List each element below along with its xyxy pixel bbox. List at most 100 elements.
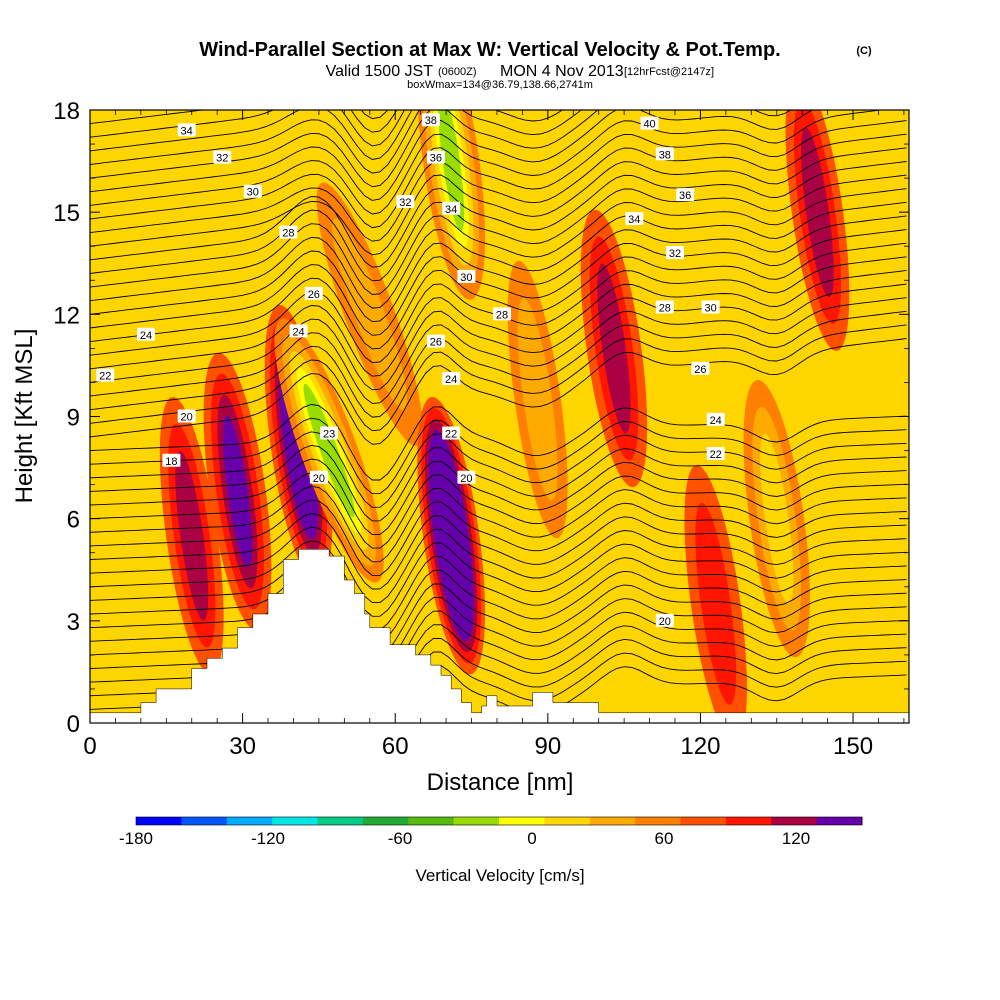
isentrope-line (90, 485, 907, 563)
isentrope-line (90, 215, 907, 323)
isentrope-line (90, 444, 907, 522)
isentrope-label-text: 40 (643, 119, 655, 131)
isentrope-label-text: 24 (710, 415, 722, 427)
isentrope-line (90, 458, 907, 535)
isentrope-label-text: 28 (282, 228, 294, 240)
isentrope-line (90, 110, 564, 160)
colorbar-swatch (816, 817, 863, 825)
isentrope-label-text: 23 (323, 429, 335, 441)
isentrope-line (90, 110, 405, 147)
isentrope-label-text: 30 (247, 187, 259, 199)
x-tick-label: 0 (83, 733, 96, 760)
colorbar-tick-label: -60 (388, 829, 413, 848)
isentrope-label: 28 (493, 307, 512, 321)
isentrope-label-text: 24 (292, 326, 304, 338)
isentrope-label-text: 34 (445, 204, 457, 216)
colorbar-tick-label: -180 (119, 829, 153, 848)
isentrope-line (90, 417, 907, 495)
colorbar-swatch (680, 817, 727, 825)
w-cell-updraft (203, 352, 272, 631)
valid-prefix: Valid 1500 JST (326, 63, 434, 80)
colorbar-swatch (771, 817, 818, 825)
isentrope-line (90, 110, 814, 201)
colorbar-swatch (499, 817, 545, 825)
w-contour (223, 415, 252, 568)
x-tick-label: 150 (833, 733, 873, 760)
colorbar-tick-label: 0 (527, 829, 536, 848)
isentrope-line (90, 269, 907, 377)
isentrope-label-text: 22 (99, 371, 111, 383)
isentrope-label-text: 34 (181, 125, 193, 137)
isentrope-label-text: 38 (659, 149, 671, 161)
chart-title: Wind-Parallel Section at Max W: Vertical… (199, 39, 780, 61)
isentrope-line (90, 242, 907, 350)
y-tick-label: 6 (67, 507, 80, 534)
w-contour (760, 433, 794, 604)
w-cell-downdraft (507, 260, 568, 539)
isentrope-label: 24 (136, 327, 155, 342)
w-contour (597, 263, 631, 434)
box-wmax-info: boxWmax=134@36.79,138.66,2741m (407, 79, 593, 91)
isentrope-label-text: 36 (679, 190, 691, 202)
isentrope-line (90, 120, 907, 229)
isentrope-line (90, 188, 907, 295)
colorbar-tick-label: 60 (655, 829, 674, 848)
colorbar-swatch (408, 817, 455, 825)
colorbar-swatch (272, 817, 318, 825)
isentrope-label: 20 (655, 613, 674, 628)
y-tick-label: 3 (67, 609, 80, 636)
isentrope-label: 18 (162, 453, 181, 468)
colorbar-swatch (725, 817, 772, 825)
terrain (90, 549, 909, 723)
isentrope-label-text: 18 (165, 456, 177, 468)
colorbar-swatch (136, 817, 182, 825)
isentrope-label-text: 26 (694, 364, 706, 376)
w-cell-updraft (417, 397, 486, 675)
y-tick-label: 9 (67, 405, 80, 432)
isentrope-line (90, 338, 907, 445)
x-tick-label: 60 (382, 733, 409, 760)
forecast-info: [12hrFcst@2147z] (624, 66, 714, 78)
isentrope-label-text: 28 (496, 309, 508, 321)
isentrope-line (90, 567, 907, 644)
isentrope-label: 34 (625, 211, 644, 226)
isentrope-label: 32 (666, 246, 684, 260)
isentrope-label: 38 (421, 113, 440, 127)
isentrope-line (90, 133, 907, 242)
isentrope-line (90, 283, 907, 391)
plot-area: 34 32 30 28 26 24 24 22 20 18 23 20 38 36 34 32 30 28 26 24… (90, 110, 909, 723)
isentrope-line (90, 174, 907, 282)
isentrope-line (90, 431, 907, 508)
isentrope-label: 28 (655, 300, 674, 315)
isentrope-label-text: 24 (445, 374, 457, 386)
isentrope-line (90, 310, 907, 418)
isentrope-line (90, 110, 582, 174)
isentrope-label: 34 (177, 123, 196, 137)
colorbar-swatch (544, 817, 591, 825)
valid-utc: (0600Z) (438, 66, 477, 78)
w-cell-updraft (580, 209, 648, 488)
isentrope-label: 24 (442, 372, 461, 386)
isentrope-label-text: 26 (430, 337, 442, 349)
isentrope-label: 30 (457, 269, 476, 284)
isentrope-line (90, 229, 907, 336)
w-cell-downdraft (417, 110, 486, 300)
isentrope-label: 22 (442, 426, 461, 441)
isentrope-label-text: 22 (710, 449, 722, 461)
w-cell-updraft (684, 465, 747, 723)
isentrope-label: 32 (213, 150, 232, 165)
isentrope-label: 36 (676, 188, 695, 202)
isentrope-label-text: 28 (659, 303, 671, 315)
isentrope-label-text: 20 (181, 412, 193, 424)
isentrope-label: 22 (706, 446, 725, 461)
isentrope-label-text: 32 (399, 197, 411, 209)
valid-date: MON 4 Nov 2013 (500, 63, 624, 80)
isentrope-line (90, 581, 907, 658)
isentrope-label: 36 (426, 150, 445, 165)
isentrope-label-text: 22 (445, 429, 457, 441)
isentrope-label: 32 (396, 194, 415, 209)
w-contour (517, 298, 558, 501)
isentrope-label-text: 30 (460, 272, 472, 284)
isentrope-label-text: 26 (308, 289, 320, 301)
